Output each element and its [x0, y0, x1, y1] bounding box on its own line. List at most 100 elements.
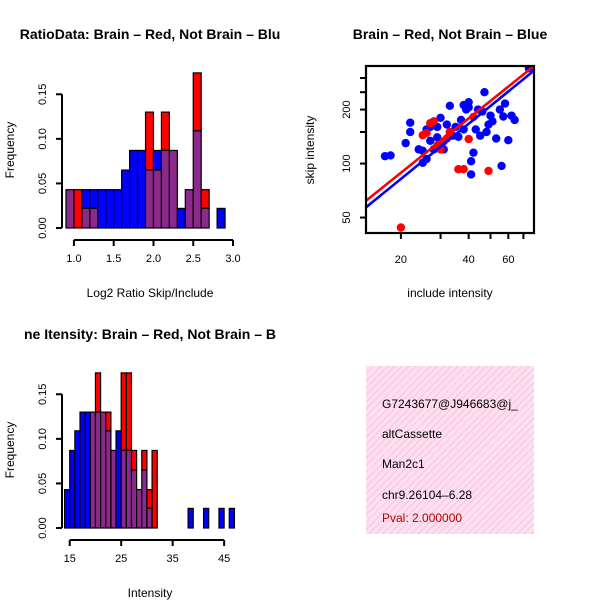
scatter-point-not-brain [499, 112, 508, 121]
ratio-histogram-x-tick-label: 1.5 [106, 253, 121, 265]
ratio-histogram-bar-not-brain [121, 169, 131, 229]
ratio-histogram-bar-overlap [168, 149, 178, 229]
intensity-histogram-x-tick-label: 25 [115, 553, 127, 565]
intensity-histogram-bar-overlap [125, 449, 133, 529]
intensity-histogram-bar-brain [146, 489, 153, 509]
scatter-ylabel: skip intensity [303, 116, 317, 185]
event-info-panel: G7243677@J946683@j_ altCassette Man2c1 c… [366, 366, 534, 534]
scatter-point-not-brain [386, 151, 395, 160]
scatter-point-brain [422, 128, 431, 138]
scatter-x-tick-label: 60 [502, 254, 514, 266]
scatter-point-not-brain [500, 99, 510, 108]
intensity-histogram-bar-not-brain [218, 507, 225, 529]
intensity-histogram-bar-brain [125, 372, 133, 452]
ratio-histogram-bar-not-brain [89, 189, 99, 209]
intensity-histogram-panel: ne Itensity: Brain – Red, Not Brain – B … [3, 326, 276, 600]
intensity-histogram-x-tick-label: 35 [167, 553, 179, 565]
scatter-point-not-brain [497, 161, 506, 171]
scatter-x-tick-label: 20 [395, 254, 407, 266]
scatter-point-not-brain [466, 157, 476, 166]
ratio-histogram-bar-brain [144, 111, 155, 171]
ratio-histogram-panel: RatioData: Brain – Red, Not Brain – Blu … [3, 26, 280, 300]
scatter-point-not-brain [488, 117, 497, 126]
ratio-histogram-bar-overlap [160, 149, 170, 229]
fit-line-not-brain [366, 69, 534, 209]
ratio-histogram-bar-brain [200, 189, 210, 209]
ratio-histogram-y-tick-label: 0.15 [37, 84, 49, 105]
event-id: G7243677@J946683@j_ [382, 397, 518, 411]
fit-line-brain [366, 66, 534, 202]
intensity-histogram-bar-overlap [146, 507, 153, 529]
intensity-histogram-bar-overlap [136, 489, 143, 529]
intensity-histogram-bar-overlap [120, 449, 127, 529]
scatter-y-tick-label: 100 [341, 154, 353, 172]
intensity-histogram-bar-not-brain [187, 507, 194, 529]
intensity-histogram-bar-overlap [110, 449, 117, 529]
ratio-histogram-y-tick-label: 0.10 [37, 128, 49, 149]
intensity-histogram-bar-not-brain [202, 507, 210, 529]
ratio-histogram-bar-not-brain [105, 189, 115, 229]
intensity-histogram-bar-not-brain [228, 507, 236, 529]
scatter-point-not-brain [482, 127, 491, 137]
ratio-histogram-ylabel: Frequency [3, 122, 17, 179]
intensity-histogram-bar-brain [151, 449, 158, 529]
ratio-histogram-bar-overlap [192, 130, 202, 229]
intensity-scatter-panel: Brain – Red, Not Brain – Blue include in… [303, 26, 547, 300]
intensity-histogram-bar-overlap [89, 411, 97, 529]
intensity-histogram-title: ne Itensity: Brain – Red, Not Brain – B [24, 326, 276, 342]
ratio-histogram-bar-overlap [184, 189, 194, 229]
intensity-histogram-bar-brain [105, 411, 112, 432]
intensity-histogram-bar-not-brain [79, 411, 86, 529]
ratio-histogram-bars [65, 72, 226, 229]
scatter-axes: 20 40 60 50 100 200 [341, 64, 536, 266]
scatter-point-not-brain [495, 105, 505, 114]
scatter-point-not-brain [445, 101, 455, 110]
scatter-point-brain [484, 166, 493, 176]
intensity-histogram-bar-not-brain [115, 430, 122, 529]
ratio-histogram-bar-not-brain [81, 189, 91, 209]
scatter-point-not-brain [433, 133, 442, 142]
intensity-histogram-x-tick-label: 15 [64, 553, 76, 565]
intensity-histogram-y-tick-label: 0.15 [37, 384, 49, 405]
ratio-histogram-x-tick-label: 2.0 [146, 253, 161, 265]
scatter-point-brain [429, 117, 438, 126]
scatter-title: Brain – Red, Not Brain – Blue [353, 26, 548, 42]
ratio-histogram-bar-not-brain [129, 149, 139, 229]
scatter-point-not-brain [442, 120, 452, 129]
scatter-point-not-brain [476, 131, 485, 140]
ratio-histogram-bar-not-brain [97, 189, 107, 229]
scatter-point-not-brain [426, 136, 435, 145]
ratio-histogram-bar-overlap [65, 189, 75, 229]
scatter-plot-area [366, 66, 534, 232]
ratio-histogram-axes: 1.0 1.5 2.0 2.5 3.0 0.00 0.05 0.10 0.15 [37, 84, 241, 265]
scatter-point-brain [459, 165, 468, 174]
scatter-xlabel: include intensity [407, 286, 492, 300]
intensity-histogram-axes: 15 25 35 45 0.00 0.05 0.10 0.15 [37, 384, 230, 565]
ratio-histogram-bar-overlap [200, 207, 210, 229]
intensity-histogram-bar-overlap [94, 411, 102, 529]
ratio-histogram-xlabel: Log2 Ratio Skip/Include [87, 286, 214, 300]
ratio-histogram-bar-brain [160, 111, 170, 152]
ratio-histogram-bar-not-brain [216, 207, 226, 229]
intensity-histogram-bar-brain [120, 372, 127, 452]
scatter-point-not-brain [406, 118, 415, 127]
scatter-point-not-brain [401, 138, 410, 148]
ratio-histogram-x-tick-label: 3.0 [225, 253, 240, 265]
scatter-point-not-brain [471, 125, 480, 134]
ratio-histogram-y-tick-label: 0.05 [37, 173, 49, 194]
event-type: altCassette [382, 427, 443, 441]
intensity-histogram-bar-overlap [130, 469, 138, 529]
intensity-histogram-y-tick-label: 0.00 [37, 517, 49, 538]
ratio-histogram-bar-not-brain [113, 189, 123, 229]
ratio-histogram-bar-not-brain [136, 149, 147, 229]
intensity-histogram-bar-brain [94, 372, 102, 413]
intensity-histogram-y-tick-label: 0.05 [37, 473, 49, 494]
ratio-histogram-bar-not-brain [152, 149, 163, 171]
ratio-histogram-bar-brain [192, 72, 202, 132]
intensity-histogram-ylabel: Frequency [3, 422, 17, 479]
scatter-point-not-brain [504, 135, 513, 145]
ratio-histogram-bar-overlap [152, 169, 163, 229]
intensity-histogram-bar-brain [141, 449, 148, 471]
scatter-frame [364, 64, 536, 235]
